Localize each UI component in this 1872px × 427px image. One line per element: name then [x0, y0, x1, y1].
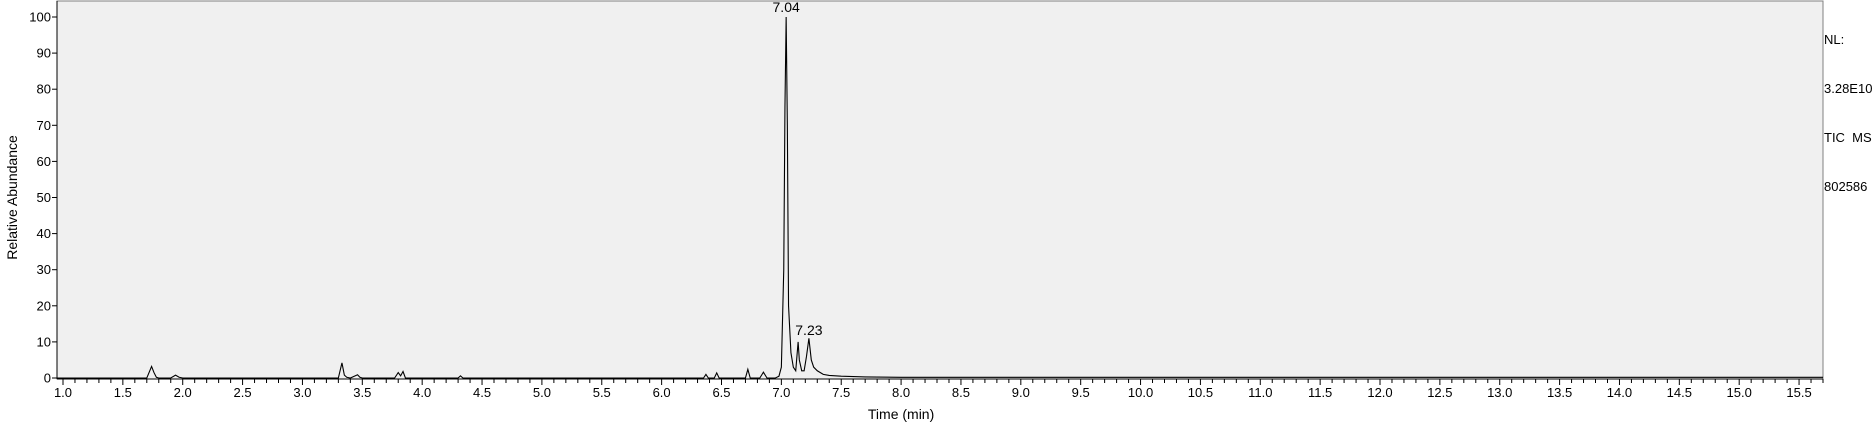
x-tick-label: 1.0: [54, 385, 72, 400]
x-tick-label: 7.5: [832, 385, 850, 400]
y-tick-label: 80: [37, 82, 51, 97]
x-tick-label: 7.0: [772, 385, 790, 400]
x-axis-title: Time (min): [868, 406, 934, 422]
x-tick-label: 8.0: [892, 385, 910, 400]
y-tick-label: 90: [37, 46, 51, 61]
x-tick-label: 6.5: [712, 385, 730, 400]
info-nl-label: NL:: [1824, 32, 1845, 47]
info-file-id: 802586: [1824, 179, 1868, 194]
plot-area: [56, 0, 1824, 380]
x-tick-label: 3.0: [293, 385, 311, 400]
peak-labels: 7.04 7.23: [773, 0, 823, 338]
peak-label: 7.04: [773, 0, 800, 15]
y-tick-label: 30: [37, 262, 51, 277]
x-tick-label: 4.0: [413, 385, 431, 400]
x-tick-label: 2.0: [174, 385, 192, 400]
info-panel: NL: 3.28E10 TIC MS 802586: [1824, 0, 1872, 212]
info-nl-value: 3.28E10: [1824, 81, 1872, 96]
x-tick-label: 3.5: [353, 385, 371, 400]
y-tick-label: 50: [37, 190, 51, 205]
x-tick-label: 2.5: [234, 385, 252, 400]
x-tick-label: 5.5: [593, 385, 611, 400]
x-tick-label: 9.5: [1072, 385, 1090, 400]
x-tick-label: 13.5: [1547, 385, 1572, 400]
y-tick-label: 60: [37, 154, 51, 169]
x-tick-label: 11.0: [1248, 385, 1272, 400]
x-tick-label: 10.0: [1128, 385, 1153, 400]
x-tick-label: 11.5: [1308, 385, 1332, 400]
y-tick-label: 10: [37, 334, 51, 349]
x-tick-label: 13.0: [1487, 385, 1512, 400]
y-tick-label: 0: [44, 371, 51, 386]
x-tick-label: 10.5: [1188, 385, 1213, 400]
x-tick-label: 8.5: [952, 385, 970, 400]
peak-label: 7.23: [795, 322, 822, 338]
y-axis: 0 10 20 30 40 50 60 70 80 90 100: [29, 1, 58, 386]
y-tick-label: 100: [29, 10, 51, 25]
y-tick-label: 20: [37, 298, 51, 313]
x-tick-label: 1.5: [114, 385, 132, 400]
x-tick-label: 9.0: [1012, 385, 1030, 400]
y-tick-label: 40: [37, 226, 51, 241]
x-tick-label: 6.0: [653, 385, 671, 400]
x-tick-label: 15.0: [1727, 385, 1752, 400]
x-tick-label: 14.0: [1607, 385, 1632, 400]
x-tick-label: 5.0: [533, 385, 551, 400]
tic-trace-line: [57, 16, 1823, 379]
y-axis-title: Relative Abundance: [4, 135, 20, 260]
y-tick-label: 70: [37, 118, 51, 133]
x-tick-label: 15.5: [1786, 385, 1811, 400]
x-tick-label: 14.5: [1667, 385, 1692, 400]
info-scan-filter: TIC MS: [1824, 130, 1872, 145]
x-tick-label: 12.0: [1367, 385, 1392, 400]
x-tick-label: 4.5: [473, 385, 491, 400]
x-tick-label: 12.5: [1427, 385, 1452, 400]
x-axis: 1.0 1.5 2.0 2.5 3.0 3.5 4.0 4.5 5.0 5.5 6.0 6.5 7.0 7…: [54, 378, 1824, 400]
